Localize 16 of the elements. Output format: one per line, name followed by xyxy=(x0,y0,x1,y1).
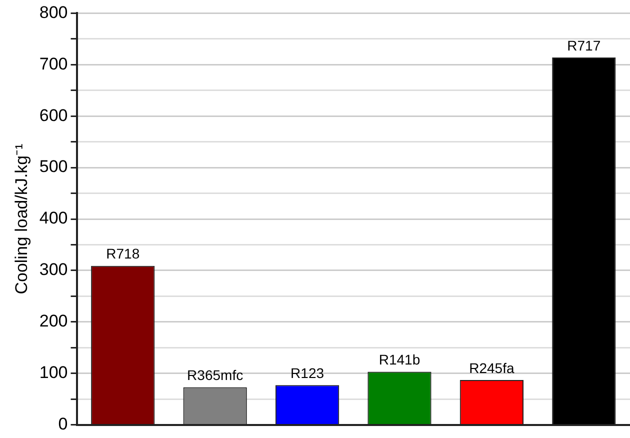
y-tick-label: 0 xyxy=(58,414,68,434)
y-tick-label: 700 xyxy=(39,54,68,74)
x-tick-label: R365mfc xyxy=(187,367,244,384)
y-tick-label: 300 xyxy=(39,260,68,280)
x-tick-label: R123 xyxy=(290,365,324,382)
y-tick-label: 500 xyxy=(39,157,68,176)
y-tick-label: 400 xyxy=(39,208,68,228)
y-axis-title: Cooling load/kJ.kg⁻¹ xyxy=(12,143,31,294)
y-tick-label: 200 xyxy=(39,312,68,331)
x-tick-label: R717 xyxy=(567,37,601,54)
x-tick-label: R718 xyxy=(106,246,140,262)
y-tick-label: 800 xyxy=(39,2,68,22)
x-tick-label: R245fa xyxy=(469,360,514,376)
y-tick-label: 100 xyxy=(39,363,68,382)
y-tick-label: 600 xyxy=(39,106,68,125)
x-tick-label: R141b xyxy=(378,352,420,368)
